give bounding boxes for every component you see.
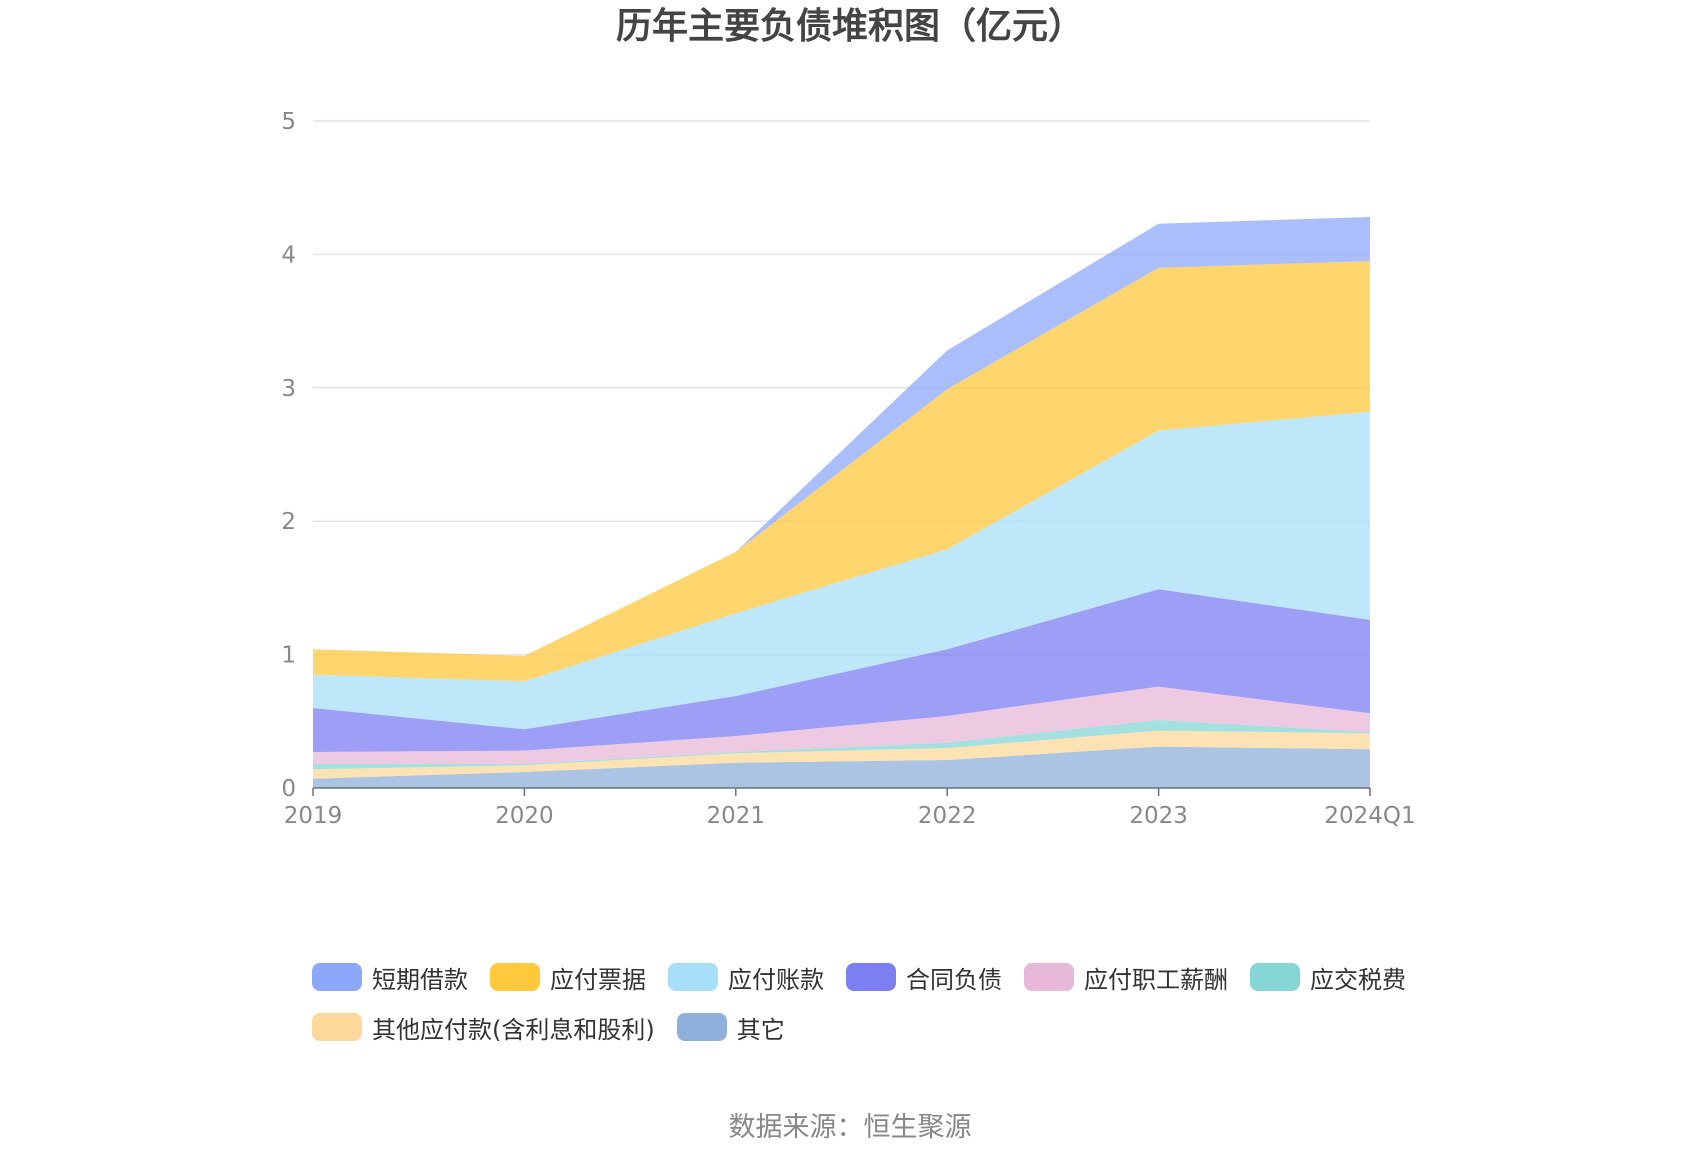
legend-label: 合同负债 (906, 965, 1002, 994)
area-series-5 (313, 411, 1370, 730)
legend-swatch (846, 963, 896, 991)
y-tick-label-0: 0 (281, 776, 296, 802)
legend-label: 其他应付款(含利息和股利) (372, 1015, 655, 1044)
x-tick-label-2022: 2022 (918, 803, 977, 829)
legend-label: 其它 (736, 1015, 785, 1044)
x-tick-label-2020: 2020 (495, 803, 554, 829)
chart-title: 历年主要负债堆积图（亿元） (615, 6, 1084, 47)
legend-swatch (668, 963, 718, 991)
legend-swatch (312, 963, 362, 991)
y-tick-label-3: 3 (281, 376, 296, 402)
legend-item[interactable]: 应付职工薪酬 (1024, 960, 1228, 995)
legend-swatch (490, 963, 540, 991)
legend-item[interactable]: 短期借款 (312, 960, 468, 995)
legend-label: 应付账款 (728, 965, 824, 994)
x-tick-label-2019: 2019 (284, 803, 343, 829)
area-series-1 (313, 730, 1370, 779)
legend-row: 其他应付款(含利息和股利) 其它 (312, 1002, 1462, 1052)
area-series-6 (313, 261, 1370, 682)
y-tick-label-5: 5 (281, 109, 296, 135)
stacked-areas (313, 217, 1370, 788)
legend-item[interactable]: 其他应付款(含利息和股利) (312, 1010, 655, 1045)
area-series-3 (313, 686, 1370, 764)
x-tick-label-2024Q1: 2024Q1 (1324, 803, 1415, 829)
legend-item[interactable]: 合同负债 (846, 960, 1002, 995)
legend-label: 应付职工薪酬 (1084, 965, 1228, 994)
area-series-4 (313, 589, 1370, 752)
area-series-0 (313, 746, 1370, 788)
legend: 短期借款 应付票据 应付账款 合同负债 应付职工薪酬 应交税费 其他应付款(含利息和股利) 其… (312, 952, 1462, 1052)
legend-label: 应付票据 (550, 965, 646, 994)
legend-swatch (312, 1013, 362, 1041)
legend-item[interactable]: 应交税费 (1250, 960, 1406, 995)
legend-swatch (1024, 963, 1074, 991)
legend-label: 应交税费 (1310, 965, 1406, 994)
y-tick-label-2: 2 (281, 509, 296, 535)
area-series-2 (313, 720, 1370, 770)
legend-item[interactable]: 应付票据 (490, 960, 646, 995)
legend-swatch (1250, 963, 1300, 991)
legend-swatch (676, 1013, 727, 1041)
area-series-7 (313, 217, 1370, 656)
y-tick-label-1: 1 (281, 643, 296, 669)
x-tick-label-2023: 2023 (1129, 803, 1188, 829)
x-tick-label-2021: 2021 (707, 803, 766, 829)
y-tick-label-4: 4 (281, 242, 296, 268)
legend-item[interactable]: 其它 (676, 1010, 785, 1045)
legend-label: 短期借款 (372, 965, 468, 994)
legend-item[interactable]: 应付账款 (668, 960, 824, 995)
legend-row: 短期借款 应付票据 应付账款 合同负债 应付职工薪酬 应交税费 (312, 952, 1462, 1002)
data-source-note: 数据来源：恒生聚源 (728, 1112, 972, 1143)
axes: 0 1 2 3 4 5 2019 2020 2021 2022 2023 2024Q1 (281, 109, 1415, 829)
